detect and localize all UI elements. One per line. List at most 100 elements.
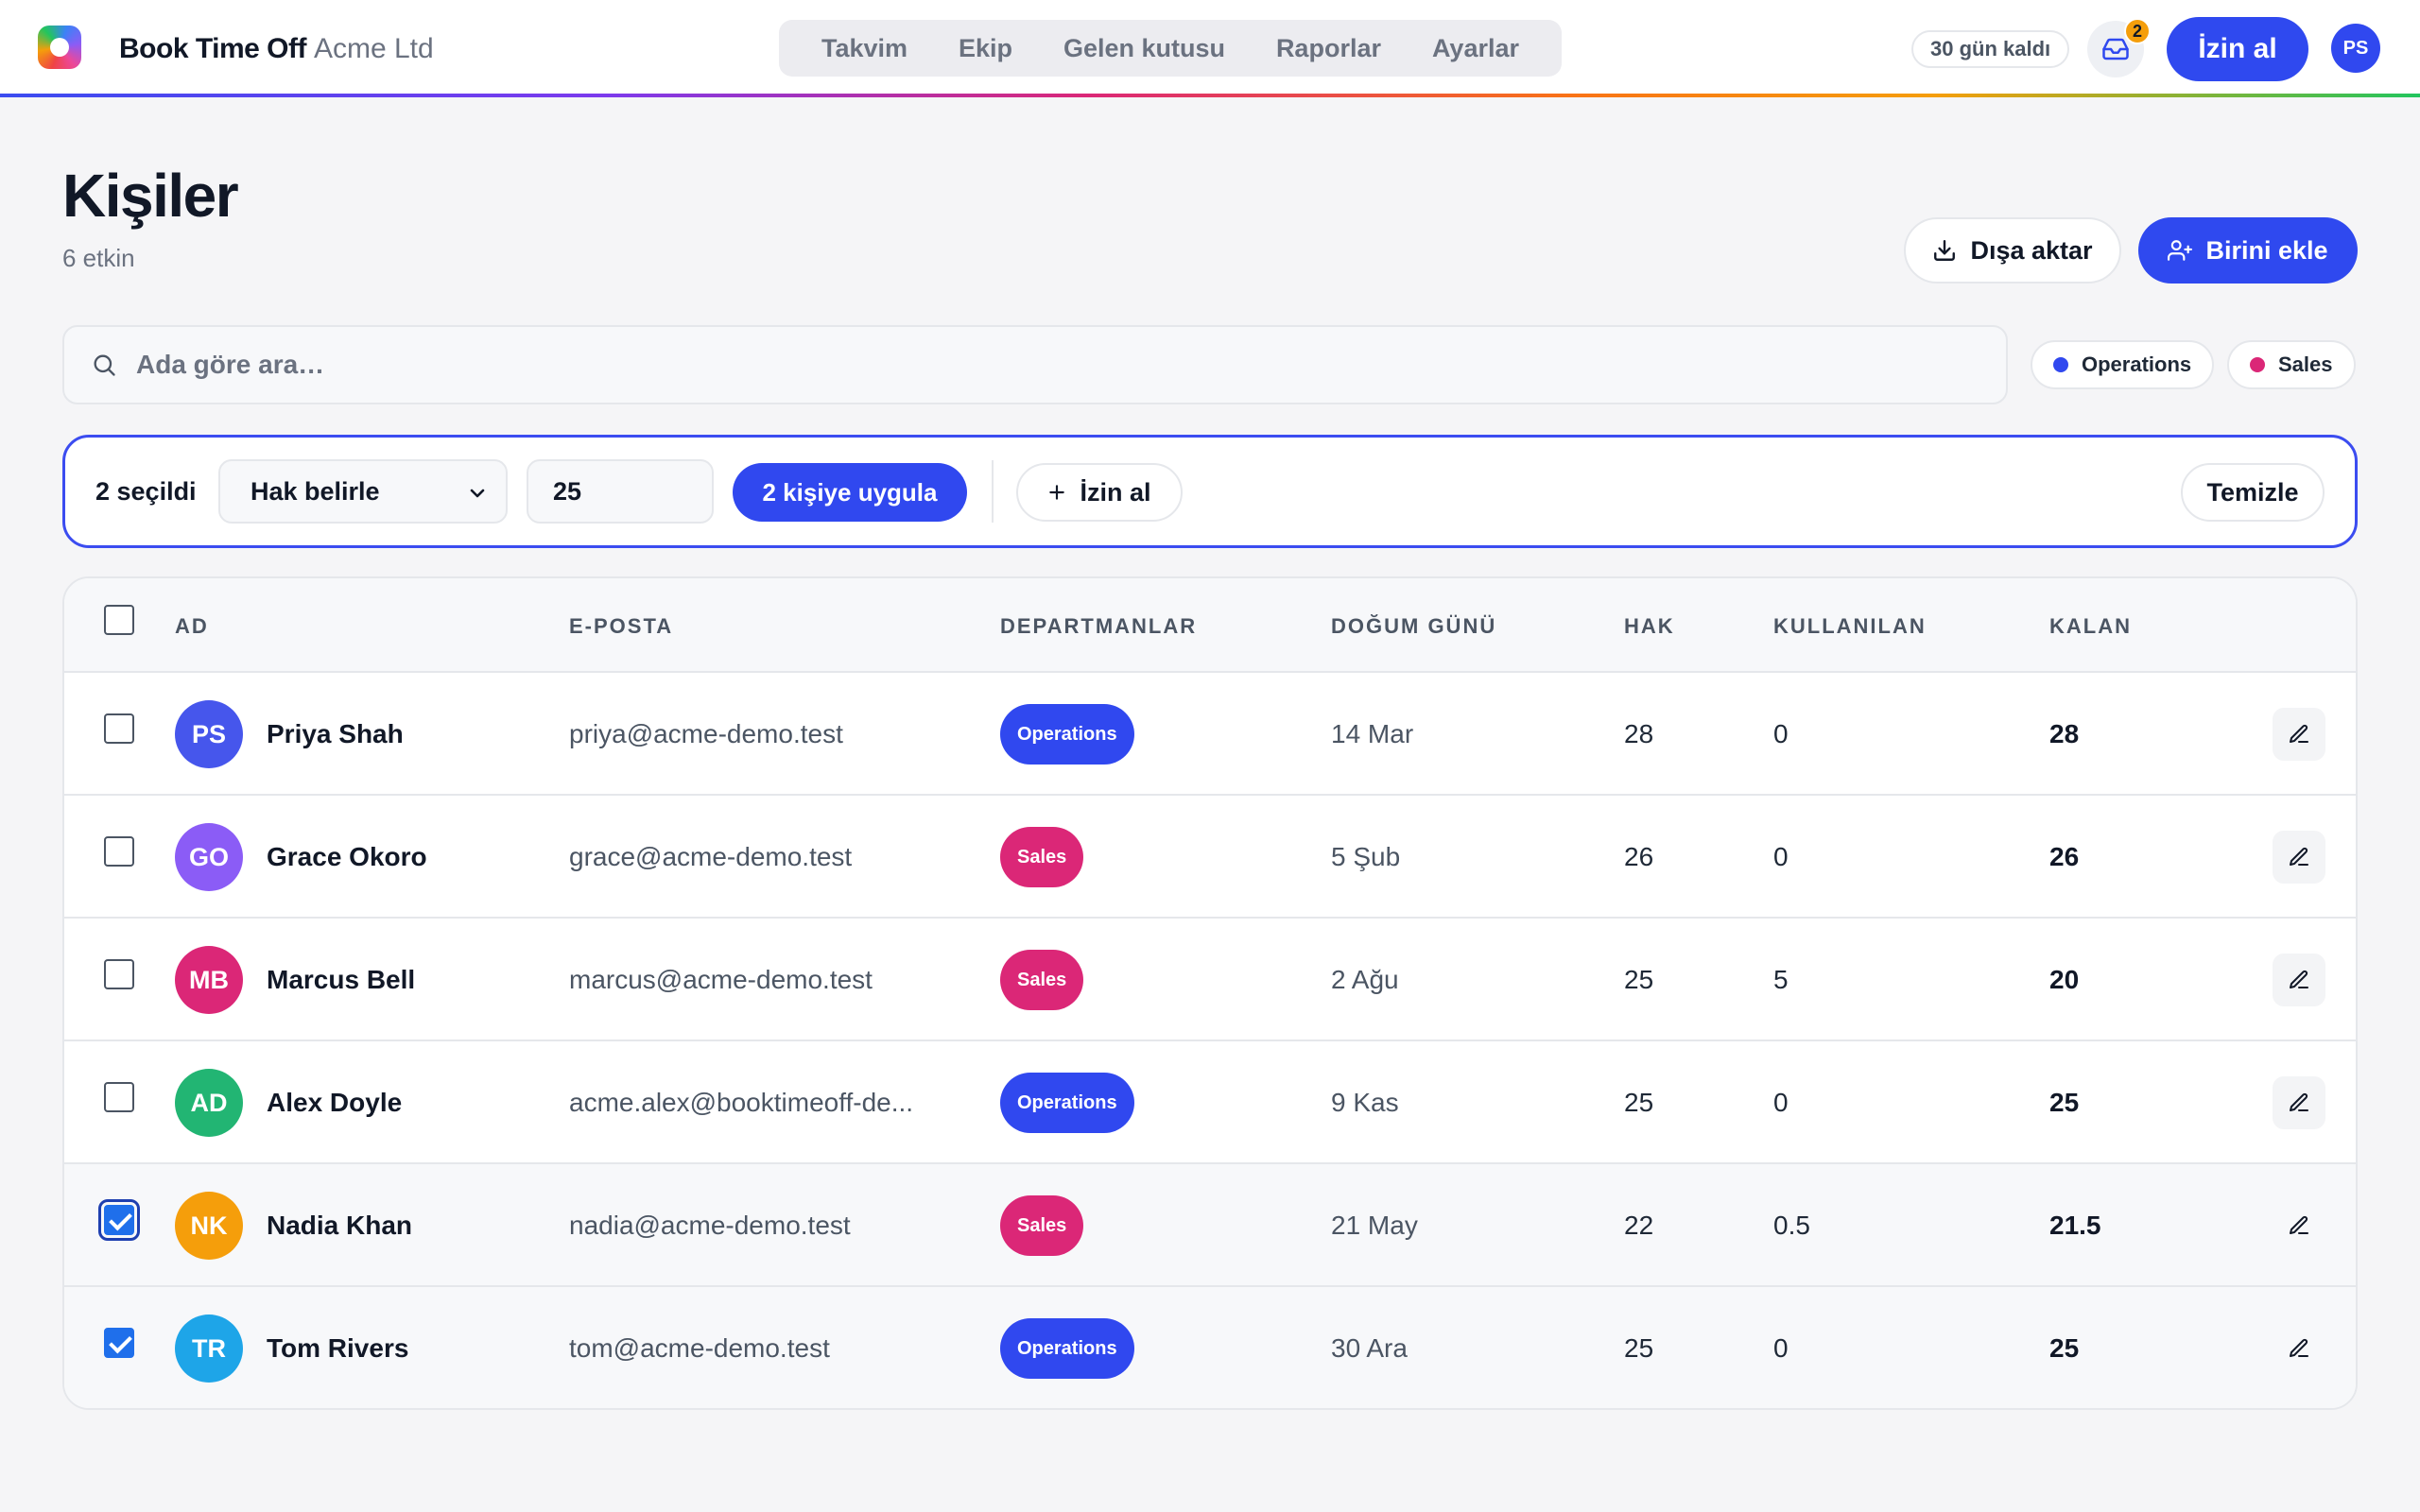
avatar: NK: [175, 1192, 243, 1260]
row-checkbox[interactable]: [104, 959, 134, 989]
person-name[interactable]: Tom Rivers: [267, 1333, 409, 1363]
org-name: Acme Ltd: [313, 33, 434, 64]
person-name[interactable]: Alex Doyle: [267, 1088, 403, 1117]
entitlement-value: 25: [1624, 965, 1654, 994]
clear-selection-button[interactable]: Temizle: [2181, 463, 2325, 522]
search-icon: [94, 354, 115, 376]
edit-button[interactable]: [2273, 708, 2325, 761]
row-checkbox[interactable]: [98, 1199, 140, 1241]
table-row[interactable]: PS Priya Shah priya@acme-demo.test Opera…: [64, 673, 2356, 796]
add-person-button[interactable]: Birini ekle: [2138, 217, 2358, 284]
pencil-icon: [2290, 1092, 2308, 1111]
top-bar: Book Time Off Acme Ltd Takvim Ekip Gelen …: [0, 0, 2420, 97]
remaining-value: 21.5: [2049, 1211, 2101, 1240]
col-used[interactable]: KULLANILAN: [1773, 614, 1927, 638]
user-plus-icon: [2168, 240, 2193, 261]
main-nav: Takvim Ekip Gelen kutusu Raporlar Ayarla…: [779, 20, 1562, 77]
entitlement-value: 25: [1624, 1333, 1654, 1363]
birthday: 5 Şub: [1331, 842, 1401, 871]
row-checkbox[interactable]: [104, 1082, 134, 1112]
edit-button[interactable]: [2273, 1199, 2325, 1252]
filter-chip-label: Sales: [2278, 352, 2333, 376]
bulk-divider: [992, 460, 994, 523]
department-badge: Sales: [1000, 827, 1084, 887]
col-email[interactable]: E-POSTA: [569, 614, 674, 638]
user-avatar[interactable]: PS: [2331, 24, 2380, 73]
download-icon: [1934, 240, 1956, 261]
table-row[interactable]: TR Tom Rivers tom@acme-demo.test Operati…: [64, 1287, 2356, 1408]
table-header: AD E-POSTA DEPARTMANLAR DOĞUM GÜNÜ HAK K…: [64, 578, 2356, 673]
person-email: grace@acme-demo.test: [569, 842, 853, 871]
person-name[interactable]: Grace Okoro: [267, 842, 427, 871]
person-name[interactable]: Nadia Khan: [267, 1211, 413, 1240]
bulk-leave-button[interactable]: İzin al: [1016, 463, 1183, 522]
remaining-value: 26: [2049, 842, 2080, 871]
department-badge: Sales: [1000, 1195, 1084, 1256]
bulk-action-select[interactable]: Hak belirle: [218, 459, 508, 524]
nav-takvim[interactable]: Takvim: [821, 33, 908, 62]
bulk-action-bar: 2 seçildi Hak belirle 25 2 kişiye uygula…: [62, 435, 2358, 548]
person-name[interactable]: Priya Shah: [267, 719, 404, 748]
used-value: 0: [1773, 1333, 1789, 1363]
birthday: 30 Ara: [1331, 1333, 1408, 1363]
used-value: 0: [1773, 719, 1789, 748]
gradient-divider: [0, 94, 2420, 97]
edit-button[interactable]: [2273, 954, 2325, 1006]
entitlement-value: 28: [1624, 719, 1654, 748]
table-row[interactable]: AD Alex Doyle acme.alex@booktimeoff-de..…: [64, 1041, 2356, 1164]
filter-chip-operations[interactable]: Operations: [2031, 340, 2215, 389]
table-row[interactable]: NK Nadia Khan nadia@acme-demo.test Sales…: [64, 1164, 2356, 1287]
select-all-checkbox[interactable]: [104, 605, 134, 635]
people-table: AD E-POSTA DEPARTMANLAR DOĞUM GÜNÜ HAK K…: [62, 576, 2358, 1410]
nav-ekip[interactable]: Ekip: [958, 33, 1012, 62]
row-checkbox[interactable]: [104, 713, 134, 744]
table-row[interactable]: GO Grace Okoro grace@acme-demo.test Sale…: [64, 796, 2356, 919]
remaining-value: 20: [2049, 965, 2080, 994]
col-name[interactable]: AD: [175, 614, 209, 638]
col-remaining[interactable]: KALAN: [2049, 614, 2132, 638]
search-input[interactable]: [136, 350, 1932, 380]
nav-gelen-kutusu[interactable]: Gelen kutusu: [1063, 33, 1225, 62]
entitlement-value: 22: [1624, 1211, 1654, 1240]
search-box: [62, 325, 2008, 404]
row-checkbox[interactable]: [104, 836, 134, 867]
edit-button[interactable]: [2273, 831, 2325, 884]
department-badge: Sales: [1000, 950, 1084, 1010]
birthday: 21 May: [1331, 1211, 1418, 1240]
add-person-label: Birini ekle: [2205, 235, 2328, 265]
operations-dot: [2053, 357, 2068, 372]
bulk-action-value: Hak belirle: [251, 476, 380, 506]
birthday: 2 Ağu: [1331, 965, 1399, 994]
birthday: 14 Mar: [1331, 719, 1414, 748]
apply-bulk-button[interactable]: 2 kişiye uygula: [733, 463, 967, 522]
avatar: GO: [175, 823, 243, 891]
sales-dot: [2250, 357, 2265, 372]
edit-button[interactable]: [2273, 1322, 2325, 1375]
avatar: MB: [175, 946, 243, 1014]
request-leave-button[interactable]: İzin al: [2167, 17, 2308, 81]
used-value: 0: [1773, 842, 1789, 871]
page-title: Kişiler: [62, 162, 239, 230]
entitlement-input[interactable]: 25: [527, 459, 714, 524]
col-birthday[interactable]: DOĞUM GÜNÜ: [1331, 614, 1497, 638]
col-entitlement[interactable]: HAK: [1624, 614, 1675, 638]
chevron-down-icon: [470, 489, 485, 498]
app-logo[interactable]: [38, 26, 81, 69]
nav-raporlar[interactable]: Raporlar: [1275, 33, 1381, 62]
person-email: nadia@acme-demo.test: [569, 1211, 851, 1240]
filter-chip-sales[interactable]: Sales: [2227, 340, 2356, 389]
export-button[interactable]: Dışa aktar: [1904, 217, 2121, 284]
row-checkbox[interactable]: [104, 1328, 134, 1358]
nav-ayarlar[interactable]: Ayarlar: [1431, 33, 1519, 62]
avatar: TR: [175, 1314, 243, 1383]
avatar: PS: [175, 700, 243, 768]
person-email: tom@acme-demo.test: [569, 1333, 830, 1363]
export-label: Dışa aktar: [1970, 235, 2093, 265]
table-row[interactable]: MB Marcus Bell marcus@acme-demo.test Sal…: [64, 919, 2356, 1041]
col-departments[interactable]: DEPARTMANLAR: [1000, 614, 1198, 638]
edit-button[interactable]: [2273, 1076, 2325, 1129]
used-value: 0.5: [1773, 1211, 1810, 1240]
person-name[interactable]: Marcus Bell: [267, 965, 416, 994]
brand-name: Book Time Off: [119, 33, 306, 64]
plus-icon: [1049, 485, 1065, 500]
